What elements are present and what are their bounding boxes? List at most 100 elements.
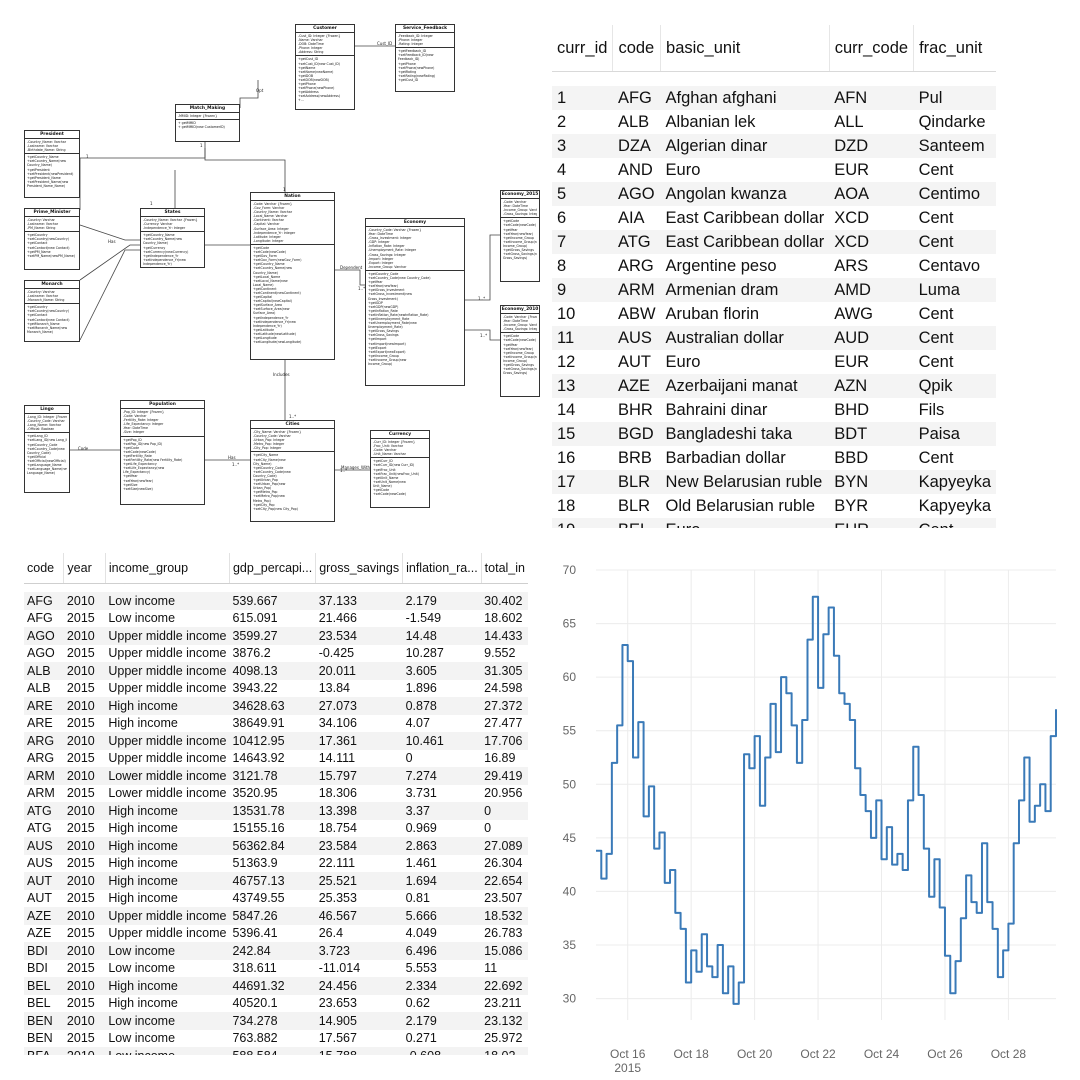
table-row[interactable]: BDI 2010 Low income 242.84 3.723 6.496 15.086 [24, 942, 528, 960]
class-match-making[interactable]: Match_Making -MMID: Integer {Frozen} + g… [175, 104, 240, 142]
class-economy[interactable]: Economy -Country_Code: Varchar {Frozen} -… [365, 218, 465, 386]
class-method: Country_Name) [253, 270, 278, 275]
table-row[interactable]: BDI 2015 Low income 318.611 -11.014 5.553 11 [24, 960, 528, 978]
table-row[interactable]: 2 ALB Albanian lek ALL Qindarke [552, 110, 996, 134]
class-lingo[interactable]: Lingo -Lang_ID: Integer {Frozen} -Country… [24, 405, 70, 493]
table-row[interactable]: 17 BLR New Belarusian ruble BYN Kapyeyka [552, 470, 997, 494]
relation-label-cust-id: Cust_ID [377, 41, 393, 46]
table-row[interactable]: 9 ARM Armenian dram AMD Luma [552, 278, 997, 302]
class-attribute: -Lastname: Varchar [27, 222, 59, 227]
class-economy-2010[interactable]: Economy_2010 -Code: Varchar {Frozen}-Yea… [500, 305, 540, 397]
table-row[interactable]: 7 ATG East Caribbean dollar XCD Cent [552, 230, 997, 254]
table-row[interactable]: 3 DZA Algerian dinar DZD Santeem [552, 134, 997, 158]
class-nation[interactable]: Nation -Code: Varchar {Frozen} -Gov_Form:… [250, 192, 335, 360]
table-row[interactable]: ARE 2010 High income 34628.63 27.073 0.878 27.… [24, 697, 528, 715]
class-monarch[interactable]: Monarch -Country: Varchar -Lastname: Varc… [24, 280, 80, 342]
class-method: +getCust_ID [298, 57, 319, 62]
table-row[interactable]: BEL 2015 High income 40520.1 23.653 0.62 23.21… [24, 995, 528, 1013]
table-row[interactable]: ALB 2015 Upper middle income 3943.22 13.84 1.… [24, 680, 528, 698]
column-header[interactable]: code [612, 25, 662, 72]
table-row[interactable]: 6 AIA East Caribbean dollar XCD Cent [552, 206, 996, 230]
table-row[interactable]: 16 BRB Barbadian dollar BBD Cent [552, 446, 996, 470]
class-president[interactable]: President -Country_Name: Varchar -Lastnam… [24, 130, 80, 198]
x-tick-label: Oct 22 [800, 1047, 836, 1061]
table-cell: 38649.91 [232, 716, 285, 731]
table-row[interactable]: 8 ARG Argentine peso ARS Centavo [552, 254, 996, 278]
table-cell: -0.608 [402, 1047, 482, 1055]
table-row[interactable]: ARM 2010 Lower middle income 3121.78 15.797 7… [24, 767, 528, 785]
table-row[interactable]: AUS 2010 High income 56362.84 23.584 2.863 27.… [24, 837, 528, 855]
column-header[interactable]: year [63, 553, 106, 584]
table-row[interactable]: 18 BLR Old Belarusian ruble BYR Kapyeyka [552, 494, 996, 518]
table-cell: 2015 [66, 716, 95, 731]
column-header[interactable]: gross_savings [315, 553, 404, 584]
column-header[interactable]: basic_unit [660, 25, 830, 72]
table-row[interactable]: AFG 2010 Low income 539.667 37.133 2.179 30.40… [24, 592, 528, 610]
table-row[interactable]: ARE 2015 High income 38649.91 34.106 4.07 27.4… [24, 715, 528, 733]
table-row[interactable]: AGO 2015 Upper middle income 3876.2 -0.425 10… [24, 645, 528, 663]
class-attribute: -PM_Name: String [27, 226, 56, 231]
table-cell: 10 [557, 304, 576, 323]
class-attribute: -Pop_ID: Integer {Frozen} [123, 410, 164, 414]
table-row[interactable]: 15 BGD Bangladeshi taka BDT Paisa [552, 422, 997, 446]
column-header[interactable]: frac_unit [913, 25, 997, 72]
table-row[interactable]: 13 AZE Azerbaijani manat AZN Qpik [552, 374, 997, 398]
class-cities[interactable]: Cities -City_Name: Varchar {Frozen} -Coun… [250, 420, 335, 522]
class-method: Independence_Yr) [253, 323, 282, 328]
table-row[interactable]: AGO 2010 Upper middle income 3599.27 23.534 1… [24, 627, 528, 645]
column-header[interactable]: total_in [481, 553, 528, 584]
table-row[interactable]: 19BELEuroEURCent [552, 518, 997, 528]
table-row[interactable]: 5 AGO Angolan kwanza AOA Centimo [552, 182, 997, 206]
table-row[interactable]: ATG 2015 High income 15155.16 18.754 0.969 0 [24, 820, 528, 838]
column-header[interactable]: curr_id [552, 25, 614, 72]
table-row[interactable]: 12 AUT Euro EUR Cent [552, 350, 996, 374]
table-row[interactable]: AUT 2010 High income 46757.13 25.521 1.694 22.… [24, 872, 528, 890]
class-attributes: -Feedback_ID: Integer -Phone: Integer -Rat… [396, 33, 454, 49]
table-row[interactable]: ATG 2010 High income 13531.78 13.398 3.37 0 [24, 802, 528, 820]
table-cell: Argentine peso [665, 256, 777, 275]
table-row[interactable]: AFG 2015 Low income 615.091 21.466 -1.549 18.6… [24, 610, 528, 628]
table-row[interactable]: ALB 2010 Upper middle income 4098.13 20.011 3… [24, 662, 528, 680]
column-header[interactable]: curr_code [829, 25, 915, 72]
table-row[interactable]: AUS 2015 High income 51363.9 22.111 1.461 26.3… [24, 855, 528, 873]
class-economy-2015[interactable]: Economy_2015 -Code: Varchar -Year: DateTi… [500, 190, 540, 282]
column-header[interactable]: inflation_ra... [402, 553, 482, 584]
class-method: +setUrban_Pop(new [253, 482, 286, 487]
class-customer[interactable]: Customer -Cust_ID: Integer {Frozen} -Name… [295, 24, 355, 110]
column-header[interactable]: gdp_percapi... [229, 553, 317, 584]
class-states[interactable]: States -Country_Name: Varchar {Frozen} -C… [140, 208, 205, 268]
table-row[interactable]: BEN 2015 Low income 763.882 17.567 0.271 25.97… [24, 1030, 528, 1048]
table-row[interactable]: BFA2010Low income588.58415.788-0.60818.0… [24, 1047, 528, 1055]
table-row[interactable]: ARG 2010 Upper middle income 10412.95 17.361… [24, 732, 528, 750]
class-currency[interactable]: Currency -Curr_ID: Integer {Frozen} -Frac… [370, 430, 430, 508]
table-row[interactable]: 10 ABW Aruban florin AWG Cent [552, 302, 996, 326]
table-row[interactable]: AZE 2010 Upper middle income 5847.26 46.567 5… [24, 907, 528, 925]
class-attributes: -Curr_ID: Integer {Frozen} -Frac_Unit: Va… [371, 439, 429, 459]
class-method: +getContact [27, 313, 48, 318]
table-row[interactable]: 4 AND Euro EUR Cent [552, 158, 996, 182]
currencies-table-panel[interactable]: curr_id code basic_unit curr_code frac_unit … [552, 25, 1056, 528]
class-method: +getIncome_Group [503, 350, 534, 355]
table-row[interactable]: 1 AFG Afghan afghani AFN Pul [552, 86, 997, 110]
table-row[interactable]: AZE 2015 Upper middle income 5396.41 26.4 4.0… [24, 925, 528, 943]
table-cell: AUS [612, 326, 661, 350]
table-row[interactable]: BEN 2010 Low income 734.278 14.905 2.179 23.13… [24, 1012, 528, 1030]
economies-table-panel[interactable]: code year income_group gdp_percapi... gross_… [24, 553, 528, 1055]
table-row[interactable]: ARM 2015 Lower middle income 3520.95 18.306 3… [24, 785, 528, 803]
table-cell: EUR [829, 518, 914, 528]
table-cell: 2010 [63, 837, 106, 855]
column-header[interactable]: code [24, 553, 65, 584]
multiplicity-label: 1 [283, 187, 286, 192]
class-service-feedback[interactable]: Service_Feedback -Feedback_ID: Integer -P… [395, 24, 455, 92]
table-cell: 5.666 [402, 907, 482, 925]
table-row[interactable]: 11 AUS Australian dollar AUD Cent [552, 326, 997, 350]
table-row[interactable]: 14 BHR Bahraini dinar BHD Fils [552, 398, 996, 422]
table-cell: East Caribbean dollar [660, 230, 830, 254]
class-method: Monarch_Name) [27, 329, 53, 334]
class-population[interactable]: Population -Pop_ID: Integer {Frozen} -Cod… [120, 400, 205, 505]
class-prime-minister[interactable]: Prime_Minister -Country: Varchar -Lastnam… [24, 208, 80, 270]
table-row[interactable]: ARG 2015 Upper middle income 14643.92 14.111… [24, 750, 528, 768]
column-header[interactable]: income_group [105, 553, 230, 584]
table-row[interactable]: AUT 2015 High income 43749.55 25.353 0.81 23.5… [24, 890, 528, 908]
table-row[interactable]: BEL 2010 High income 44691.32 24.456 2.334 22.… [24, 977, 528, 995]
